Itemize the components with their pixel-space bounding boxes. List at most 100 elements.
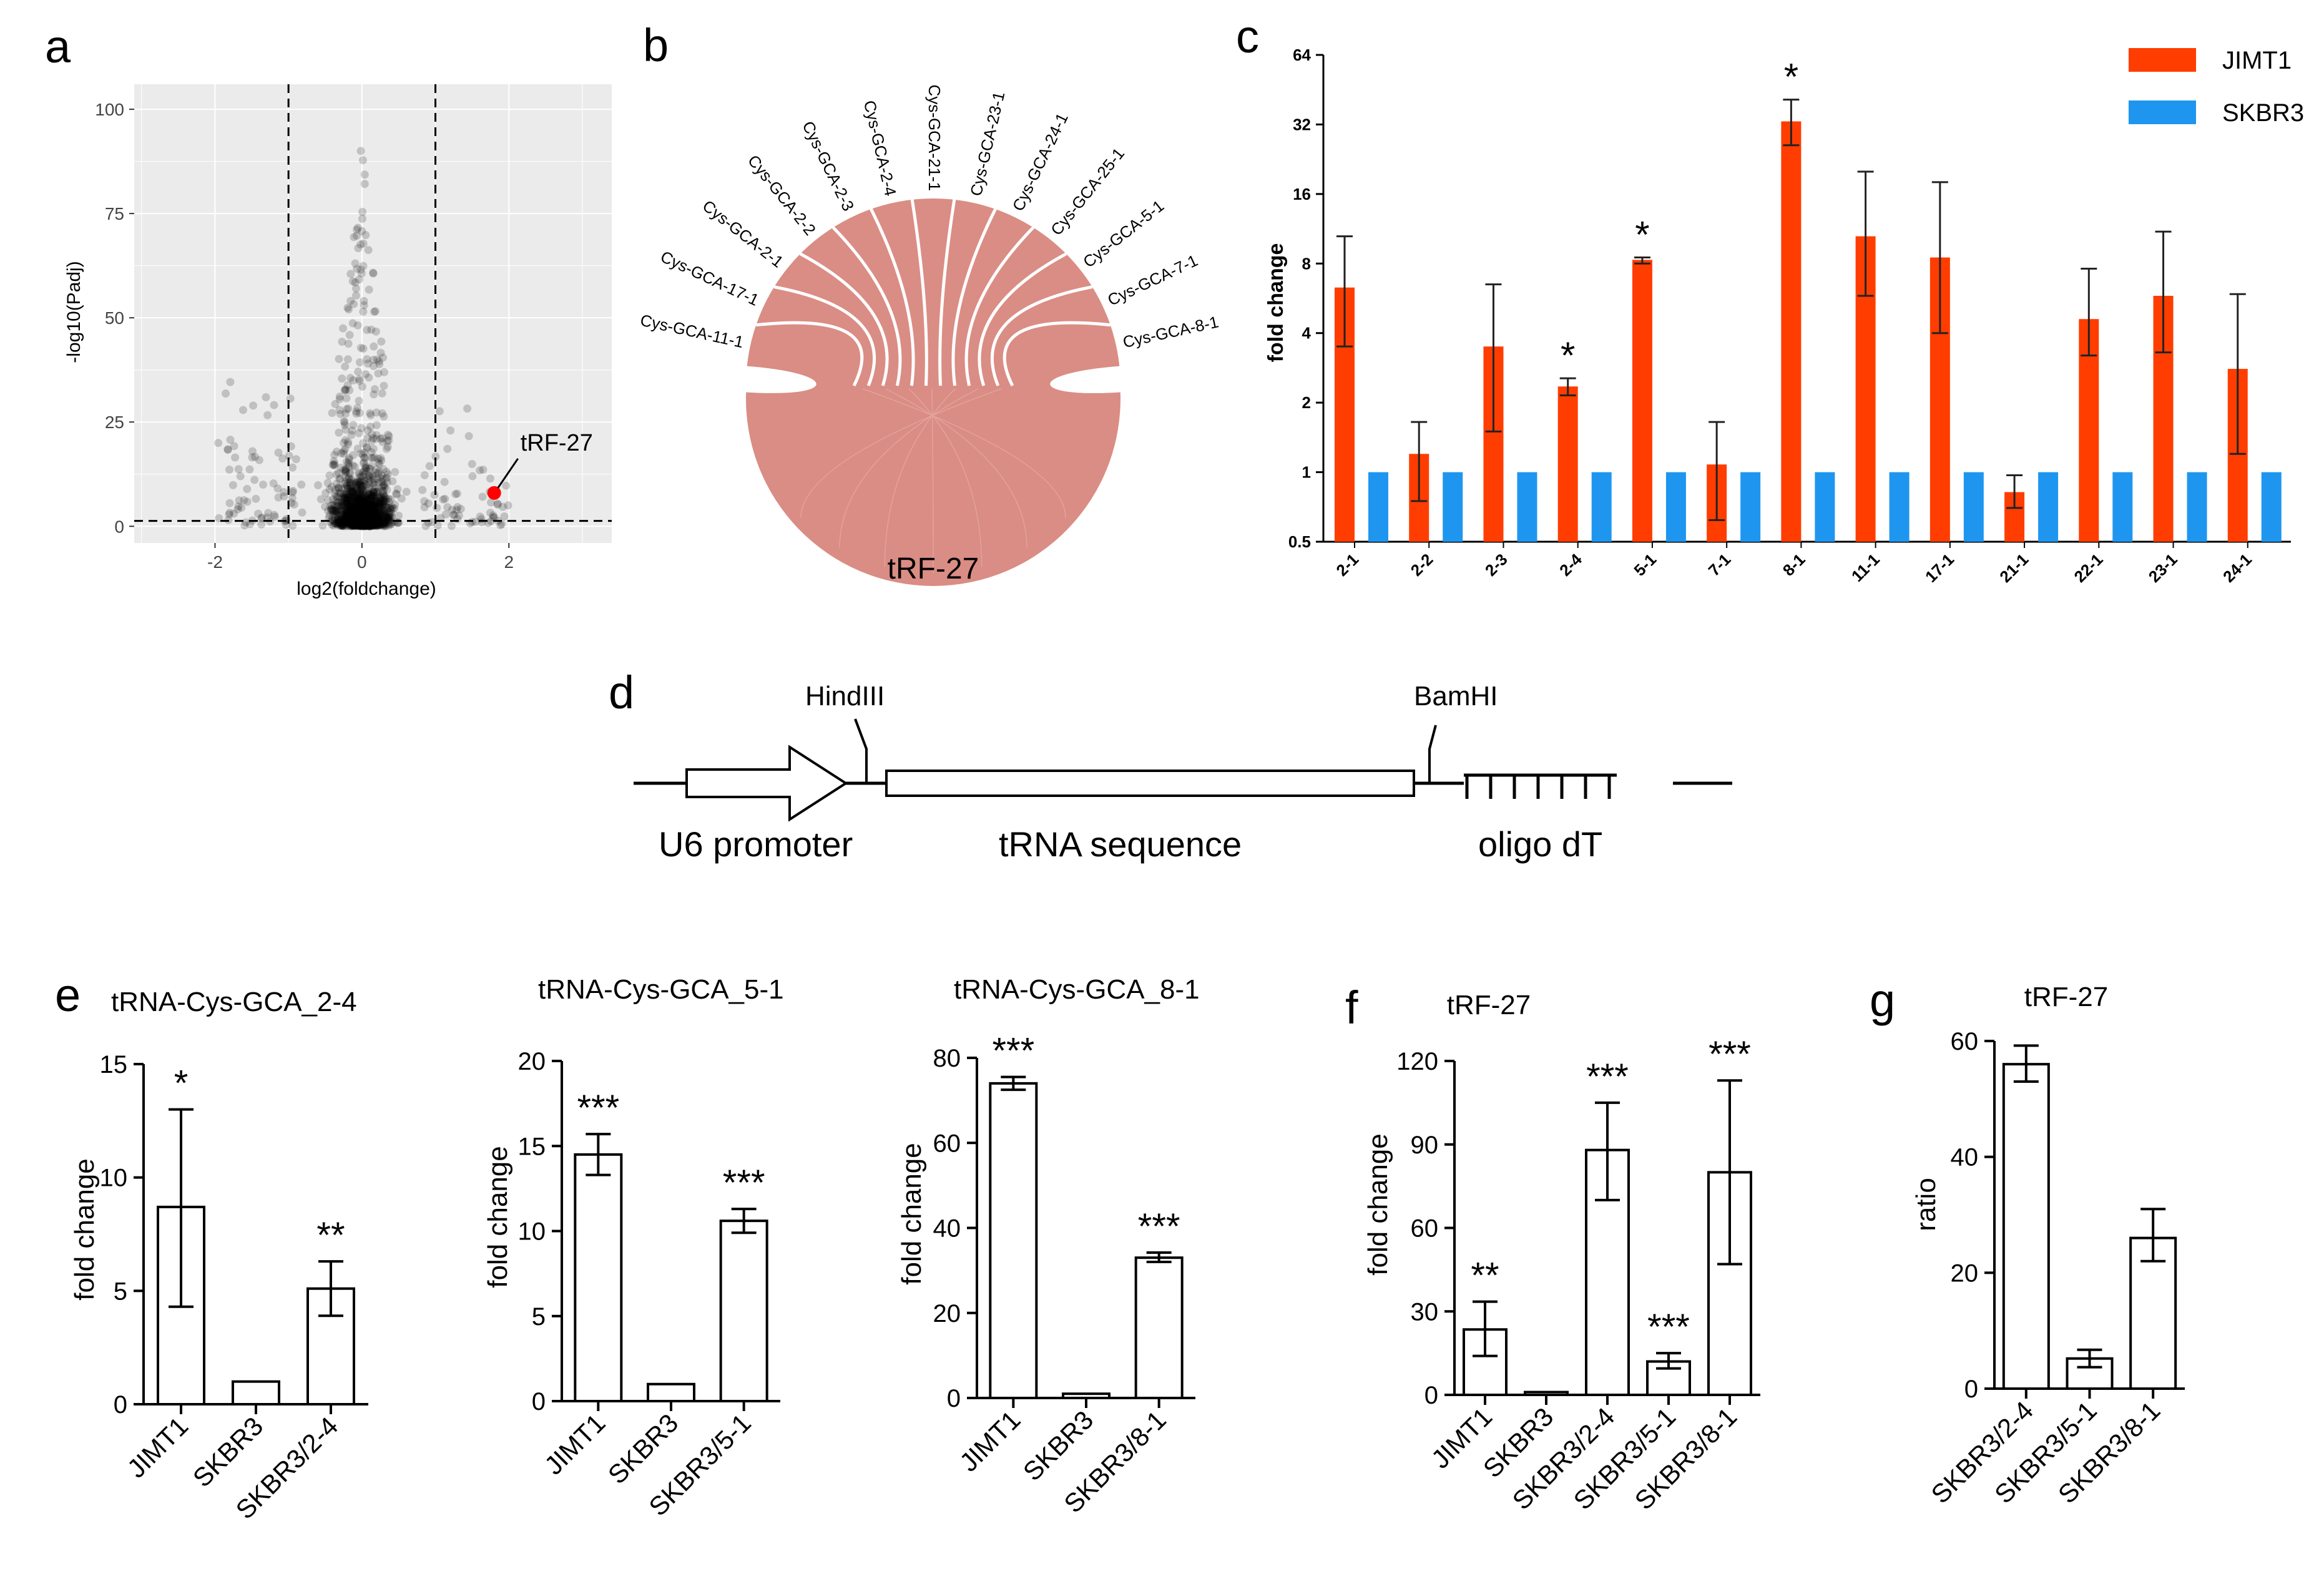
data-point — [356, 502, 365, 511]
y-tick-label: 100 — [95, 100, 124, 119]
data-point — [378, 494, 387, 503]
data-point — [366, 501, 375, 510]
data-point — [364, 510, 373, 519]
data-point — [360, 508, 369, 517]
data-point — [358, 481, 366, 490]
data-point — [346, 500, 355, 509]
data-point — [451, 490, 460, 499]
data-point — [366, 507, 375, 516]
data-point — [329, 461, 338, 469]
data-point — [351, 498, 360, 507]
data-point — [463, 404, 472, 413]
data-point — [356, 489, 365, 497]
data-point — [375, 501, 384, 509]
y-tick-label: 4 — [1302, 324, 1312, 343]
data-point — [360, 512, 368, 521]
data-point — [366, 497, 375, 506]
data-point — [371, 434, 380, 443]
data-point — [363, 519, 372, 528]
y-tick-label: 5 — [532, 1303, 546, 1331]
data-point — [372, 499, 381, 507]
data-point — [345, 492, 354, 501]
data-point — [353, 494, 361, 502]
data-point — [371, 521, 380, 530]
data-point — [333, 498, 341, 507]
data-point — [379, 489, 388, 498]
data-point — [345, 522, 354, 530]
data-point — [365, 489, 374, 498]
data-point — [359, 239, 368, 248]
data-point — [341, 509, 350, 517]
data-point — [380, 497, 389, 506]
data-point — [378, 500, 387, 509]
data-point — [373, 487, 382, 496]
data-point — [359, 482, 368, 491]
data-point — [345, 499, 354, 508]
data-point — [359, 307, 368, 316]
data-point — [344, 511, 353, 519]
data-point — [368, 512, 376, 521]
bar-jimt1 — [1632, 260, 1652, 542]
threshold-lines — [134, 84, 612, 543]
data-point — [346, 507, 355, 516]
data-point — [489, 513, 498, 522]
data-point — [366, 505, 375, 514]
data-point — [360, 301, 368, 310]
data-point — [386, 520, 395, 529]
data-point — [336, 522, 345, 530]
data-point — [351, 522, 360, 530]
data-point — [340, 522, 348, 530]
data-point — [353, 481, 361, 489]
data-point — [346, 509, 355, 518]
chord-label: Cys-GCA-2-4 — [860, 99, 900, 198]
data-point — [335, 489, 344, 498]
data-point — [375, 503, 383, 512]
data-point — [371, 520, 380, 529]
data-point — [343, 381, 352, 389]
data-point — [341, 512, 350, 521]
data-point — [368, 491, 376, 499]
chord-separator — [773, 285, 876, 386]
data-point — [336, 409, 345, 418]
data-point — [378, 389, 386, 398]
data-point — [369, 501, 378, 509]
data-point — [349, 451, 358, 459]
data-point — [375, 521, 384, 529]
data-point — [343, 499, 351, 508]
data-point — [270, 512, 279, 521]
data-point — [341, 510, 350, 519]
y-tick-label: 40 — [1951, 1144, 1979, 1171]
data-point — [355, 477, 364, 486]
data-point — [323, 479, 332, 487]
data-point — [353, 506, 362, 514]
data-point — [331, 486, 340, 494]
data-point — [366, 495, 375, 504]
data-point — [262, 393, 270, 401]
data-point — [341, 386, 350, 394]
data-point — [371, 520, 380, 529]
data-point — [352, 521, 361, 530]
data-point — [355, 502, 364, 511]
data-point — [347, 507, 356, 516]
data-point — [345, 458, 353, 467]
data-point — [346, 480, 355, 489]
data-point — [383, 503, 392, 512]
data-point — [365, 521, 374, 530]
data-point — [360, 513, 369, 522]
x-tick-label: 2-3 — [1481, 550, 1511, 580]
data-point — [351, 505, 360, 514]
data-point — [348, 319, 357, 328]
data-point — [447, 522, 456, 530]
data-point — [391, 467, 400, 476]
data-point — [370, 510, 379, 519]
data-point — [342, 506, 351, 515]
data-point — [350, 504, 359, 512]
bar-skbr3 — [1368, 472, 1388, 542]
data-point — [366, 494, 375, 502]
data-point — [374, 494, 383, 502]
data-point — [370, 307, 378, 316]
data-point — [367, 512, 376, 521]
data-point — [340, 492, 349, 501]
significance-mark: *** — [1138, 1206, 1180, 1247]
data-point — [343, 490, 351, 499]
